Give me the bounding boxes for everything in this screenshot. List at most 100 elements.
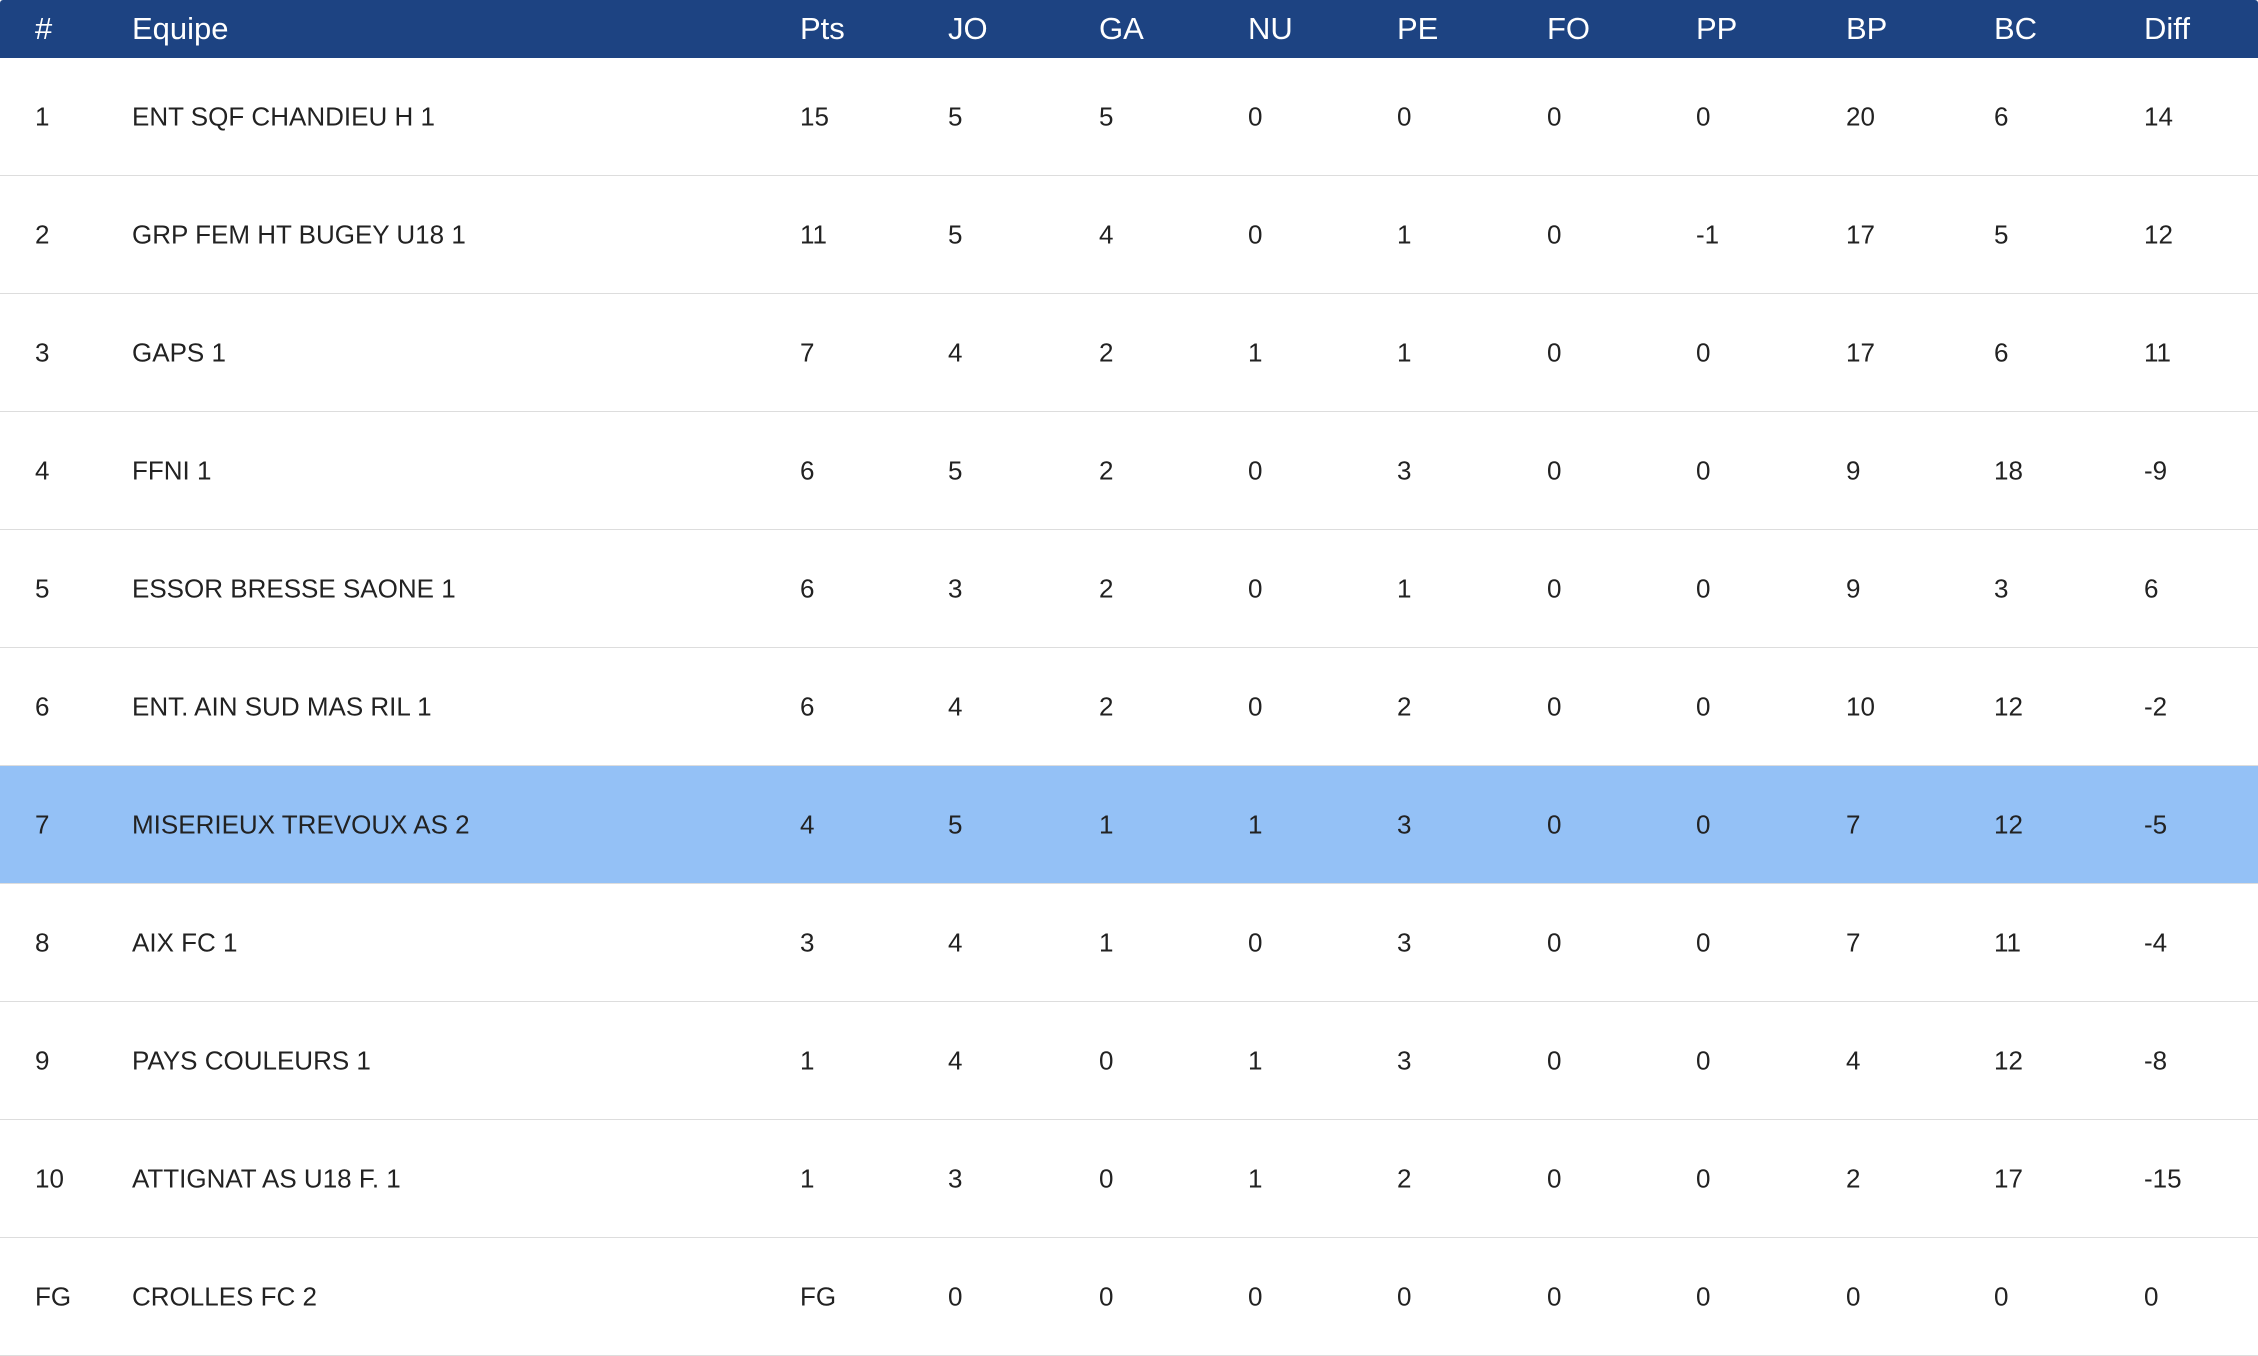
column-header: Pts [800,11,845,46]
cell: 3 [948,573,963,603]
cell: 3 [35,337,50,367]
cell: 6 [800,455,815,485]
cell: 6 [800,573,815,603]
cell: 11 [1994,927,2021,957]
cell: 2 [1099,573,1114,603]
cell: 1 [1248,337,1263,367]
team-name: GAPS 1 [132,337,226,367]
cell: 0 [1547,691,1562,721]
cell: 7 [1846,809,1861,839]
cell: 12 [2144,219,2173,249]
table-row: 5 ESSOR BRESSE SAONE 1 6 3 2 0 1 0 0 9 3 6 [0,530,2258,648]
team-name: ENT. AIN SUD MAS RIL 1 [132,691,432,721]
column-header: JO [948,11,988,46]
team-name: FFNI 1 [132,455,212,485]
cell: 6 [35,691,50,721]
cell: 7 [1846,927,1861,957]
cell: 0 [1696,1163,1711,1193]
cell: 14 [2144,101,2173,131]
cell: 1 [1248,809,1263,839]
cell: 5 [948,219,963,249]
cell: 4 [948,927,963,957]
cell: 1 [1248,1163,1263,1193]
cell: 0 [1846,1281,1861,1311]
cell: 0 [1248,691,1263,721]
cell: 5 [948,455,963,485]
cell: -4 [2144,927,2168,957]
cell: 0 [948,1281,963,1311]
cell: -8 [2144,1045,2168,1075]
cell: 0 [1248,927,1263,957]
cell: 2 [1099,691,1114,721]
cell: 7 [35,809,50,839]
table-row: 8 AIX FC 1 3 4 1 0 3 0 0 7 11 -4 [0,884,2258,1002]
team-name: MISERIEUX TREVOUX AS 2 [132,809,470,839]
column-header: FO [1547,11,1591,46]
cell: 0 [1696,337,1711,367]
team-name: PAYS COULEURS 1 [132,1045,371,1075]
cell: 2 [1099,337,1114,367]
cell: 4 [948,337,963,367]
column-header: Equipe [132,11,229,46]
cell: 1 [800,1045,815,1075]
cell: 0 [1397,1281,1412,1311]
cell: 5 [1099,101,1114,131]
cell: 2 [35,219,50,249]
team-name: ENT SQF CHANDIEU H 1 [132,101,435,131]
cell: 5 [35,573,50,603]
cell: 11 [2144,337,2171,367]
cell: 6 [1994,337,2009,367]
table-row: 1 ENT SQF CHANDIEU H 1 15 5 5 0 0 0 0 20 6 14 [0,58,2258,176]
cell: 12 [1994,809,2023,839]
cell: 4 [1846,1045,1861,1075]
cell: 5 [948,101,963,131]
cell: 0 [1696,927,1711,957]
table-row: 2 GRP FEM HT BUGEY U18 1 11 5 4 0 1 0 -1 17 5 12 [0,176,2258,294]
team-name: AIX FC 1 [132,927,238,957]
cell: 4 [35,455,50,485]
cell: 0 [1547,927,1562,957]
cell: 0 [1099,1281,1114,1311]
cell: 6 [1994,101,2009,131]
table-row: 10 ATTIGNAT AS U18 F. 1 1 3 0 1 2 0 0 2 17 -15 [0,1120,2258,1238]
cell: 17 [1846,337,1875,367]
cell: 12 [1994,1045,2023,1075]
cell: 0 [1696,1045,1711,1075]
table-row: FG CROLLES FC 2 FG 0 0 0 0 0 0 0 0 0 [0,1238,2258,1356]
cell: 1 [1099,809,1114,839]
cell: 8 [35,927,50,957]
team-name: ESSOR BRESSE SAONE 1 [132,573,456,603]
cell: 0 [1248,219,1263,249]
cell: -1 [1696,219,1720,249]
cell: 4 [800,809,815,839]
cell: 2 [1099,455,1114,485]
cell: 1 [1397,219,1412,249]
cell: 4 [1099,219,1114,249]
cell: 3 [1397,809,1412,839]
table-row: 4 FFNI 1 6 5 2 0 3 0 0 9 18 -9 [0,412,2258,530]
cell: 0 [1547,337,1562,367]
cell: 1 [35,101,50,131]
cell: -15 [2144,1163,2182,1193]
cell: 0 [1099,1163,1114,1193]
table-header: # Equipe Pts JO GA NU PE FO PP BP BC Diff [0,0,2258,58]
cell: FG [800,1281,837,1311]
cell: 1 [800,1163,815,1193]
cell: 0 [1547,219,1562,249]
table-row: 7 MISERIEUX TREVOUX AS 2 4 5 1 1 3 0 0 7 12 -5 [0,766,2258,884]
cell: 3 [1397,927,1412,957]
cell: 0 [1696,101,1711,131]
cell: -9 [2144,455,2168,485]
cell: 9 [35,1045,50,1075]
cell: 17 [1994,1163,2023,1193]
column-header: NU [1248,11,1293,46]
column-header: PE [1397,11,1439,46]
cell: 3 [948,1163,963,1193]
cell: 0 [1696,455,1711,485]
cell: 3 [1397,1045,1412,1075]
cell: 12 [1994,691,2023,721]
column-header: # [35,11,53,46]
cell: 10 [35,1163,64,1193]
cell: 1 [1397,337,1412,367]
